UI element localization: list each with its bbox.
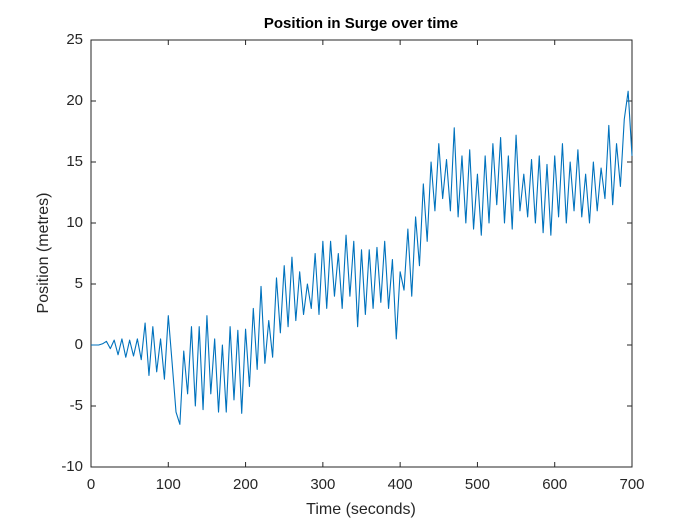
y-tick-label: 25 xyxy=(66,31,83,48)
x-tick-label: 700 xyxy=(619,476,644,493)
y-tick-label: 10 xyxy=(66,214,83,231)
x-tick-label: 400 xyxy=(388,476,413,493)
chart-title: Position in Surge over time xyxy=(264,15,458,32)
x-tick-label: 300 xyxy=(310,476,335,493)
data-line xyxy=(91,90,633,425)
y-axis-label: Position (metres) xyxy=(35,193,52,314)
x-tick-label: 500 xyxy=(465,476,490,493)
x-axis-label: Time (seconds) xyxy=(306,501,416,518)
x-tick-label: 600 xyxy=(542,476,567,493)
y-tick-label: 0 xyxy=(75,336,83,353)
x-tick-label: 200 xyxy=(233,476,258,493)
x-tick-label: 0 xyxy=(87,476,95,493)
y-tick-label: 20 xyxy=(66,92,83,109)
y-tick-label: -10 xyxy=(61,458,83,475)
x-tick-label: 100 xyxy=(156,476,181,493)
y-tick-label: 15 xyxy=(66,153,83,170)
y-tick-label: -5 xyxy=(70,397,83,414)
y-tick-label: 5 xyxy=(75,275,83,292)
